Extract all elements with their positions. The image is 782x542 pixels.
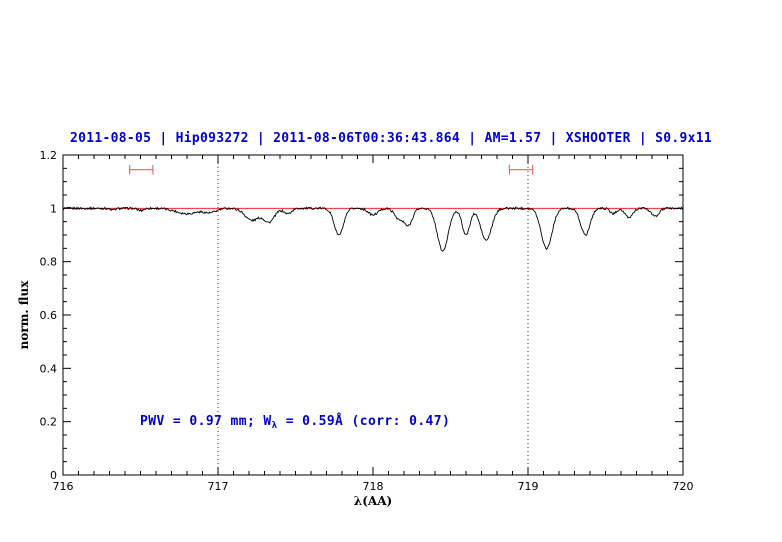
x-tick-label: 717	[208, 480, 229, 493]
x-tick-label: 716	[53, 480, 74, 493]
axis-ticks	[62, 154, 684, 476]
x-axis-label: λ(AA)	[353, 494, 393, 508]
interval-markers	[129, 164, 534, 175]
tick-labels: 716 717 718 719 720 0 0.2 0.4 0.6 0.8 1 1.2	[40, 149, 694, 493]
dotted-vlines	[217, 155, 529, 475]
y-tick-label: 1	[50, 202, 57, 215]
y-axis-label: norm. flux	[17, 280, 31, 350]
pwv-annotation-subscript: λ	[271, 421, 278, 431]
pwv-annotation-suffix: = 0.59Å (corr: 0.47)	[277, 414, 451, 429]
y-tick-label: 0.4	[40, 362, 58, 375]
y-tick-label: 0.6	[40, 309, 58, 322]
x-tick-label: 720	[673, 480, 694, 493]
y-tick-label: 1.2	[40, 149, 58, 162]
x-tick-label: 718	[363, 480, 384, 493]
pwv-annotation-prefix: PWV = 0.97 mm; W	[140, 414, 272, 429]
pwv-annotation: PWV = 0.97 mm; Wλ = 0.59Å (corr: 0.47)	[140, 414, 450, 431]
x-tick-label: 719	[518, 480, 539, 493]
y-tick-label: 0.8	[40, 256, 58, 269]
plot-title: 2011-08-05 | Hip093272 | 2011-08-06T00:3…	[69, 131, 712, 146]
spectrum-line	[62, 206, 684, 252]
y-tick-label: 0.2	[40, 416, 58, 429]
y-tick-label: 0	[50, 469, 57, 482]
